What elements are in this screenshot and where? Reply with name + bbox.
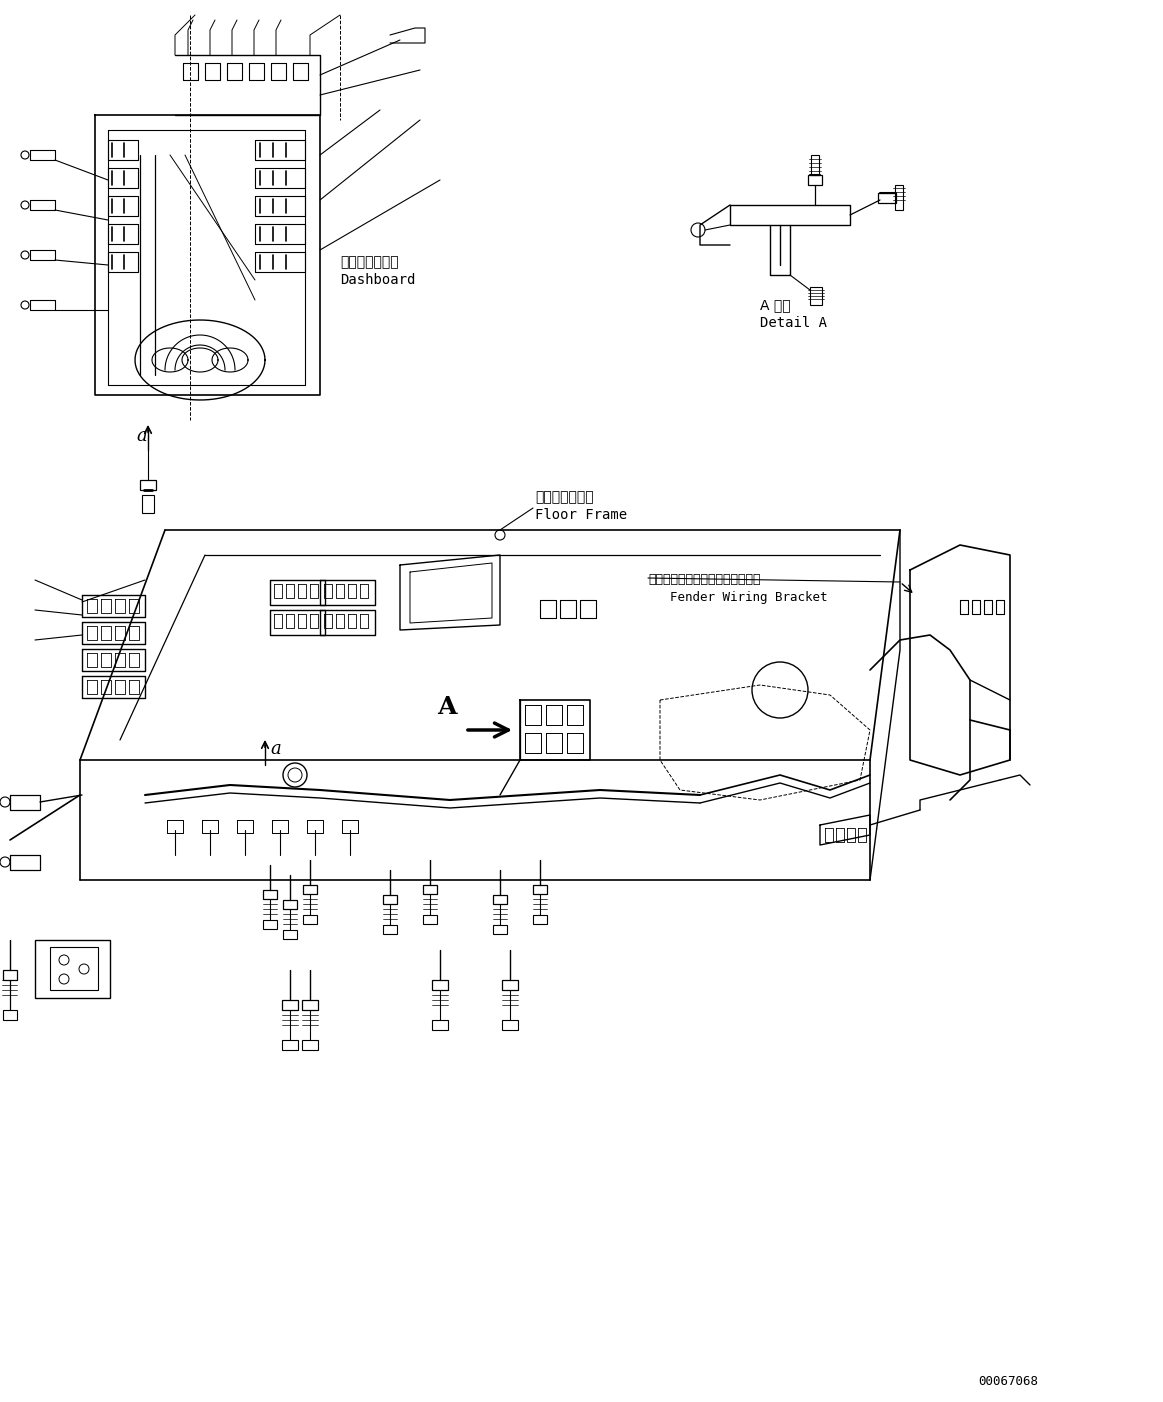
Bar bbox=[493, 925, 507, 934]
Text: 00067068: 00067068 bbox=[978, 1375, 1039, 1388]
Bar bbox=[502, 980, 518, 990]
Text: フロアフレーム: フロアフレーム bbox=[535, 491, 593, 503]
Text: Dashboard: Dashboard bbox=[340, 273, 415, 287]
Bar bbox=[431, 980, 448, 990]
Text: Detail A: Detail A bbox=[759, 315, 827, 329]
Bar bbox=[140, 479, 156, 491]
Bar bbox=[502, 1021, 518, 1030]
Text: a: a bbox=[136, 428, 147, 444]
Bar bbox=[263, 890, 277, 899]
Bar bbox=[281, 1000, 298, 1009]
Bar bbox=[878, 193, 896, 203]
Bar bbox=[302, 1000, 317, 1009]
Bar bbox=[811, 156, 819, 175]
Bar bbox=[383, 894, 397, 904]
Text: a: a bbox=[270, 740, 280, 758]
Text: A: A bbox=[437, 695, 457, 719]
Bar bbox=[263, 920, 277, 930]
Bar bbox=[283, 930, 297, 939]
Bar bbox=[302, 1040, 317, 1050]
Bar bbox=[142, 495, 154, 513]
Text: フェンダワイヤリングブラケット: フェンダワイヤリングブラケット bbox=[648, 573, 761, 586]
Bar bbox=[304, 916, 317, 924]
Text: Floor Frame: Floor Frame bbox=[535, 508, 627, 522]
Bar bbox=[533, 916, 547, 924]
Bar bbox=[423, 916, 437, 924]
Bar bbox=[808, 175, 822, 185]
Text: A 詳細: A 詳細 bbox=[759, 299, 791, 313]
Bar bbox=[50, 946, 98, 990]
Bar bbox=[383, 925, 397, 934]
Bar bbox=[283, 900, 297, 908]
Bar bbox=[304, 885, 317, 894]
Bar bbox=[809, 287, 822, 306]
Bar bbox=[35, 939, 110, 998]
Text: Fender Wiring Bracket: Fender Wiring Bracket bbox=[670, 592, 828, 604]
Bar bbox=[3, 970, 17, 980]
Bar bbox=[281, 1040, 298, 1050]
Bar bbox=[423, 885, 437, 894]
Bar bbox=[3, 1009, 17, 1021]
Bar bbox=[533, 885, 547, 894]
Text: ダッシュボード: ダッシュボード bbox=[340, 255, 399, 269]
Bar bbox=[493, 894, 507, 904]
Bar bbox=[896, 185, 902, 210]
Bar bbox=[431, 1021, 448, 1030]
